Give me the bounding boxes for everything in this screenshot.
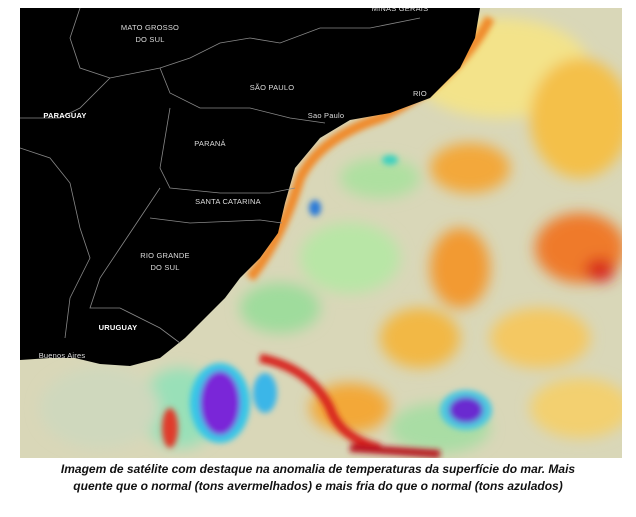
place-label: SANTA CATARINA [195,197,261,206]
place-label: URUGUAY [99,323,138,332]
caption-line: quente que o normal (tons avermelhados) … [73,479,563,493]
satellite-map: MINAS GERAIS MATO GROSSO DO SUL SÃO PAULO Sa… [20,8,622,458]
place-label: MINAS GERAIS [372,8,429,13]
place-label: SÃO PAULO [250,83,295,92]
land [20,8,480,366]
place-label: Buenos Aires [39,351,86,360]
place-label: PARANÁ [194,139,226,148]
place-label: RIO [413,89,427,98]
place-label: MATO GROSSO [121,23,179,32]
caption: Imagem de satélite com destaque na anoma… [0,461,636,495]
place-label: DO SUL [135,35,164,44]
place-label: RIO GRANDE [140,251,190,260]
place-label: DO SUL [150,263,179,272]
borders [20,8,421,344]
place-label: PARAGUAY [43,111,86,120]
caption-line: Imagem de satélite com destaque na anoma… [60,462,576,476]
place-label: Sao Paulo [308,111,344,120]
